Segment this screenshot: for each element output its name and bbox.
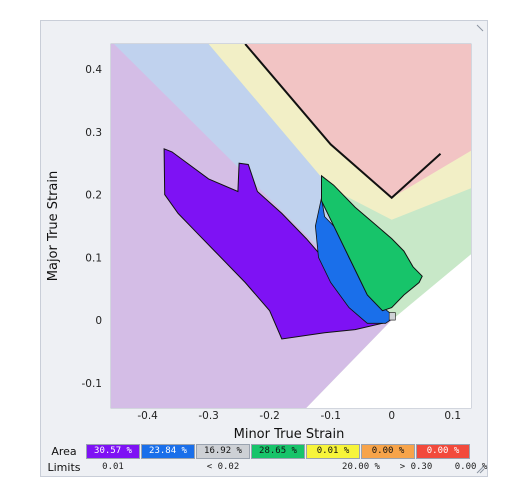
y-tick-label: 0: [95, 315, 102, 327]
limit-value: < 0.02: [206, 462, 240, 472]
area-cell: 0.00 %: [416, 444, 470, 459]
y-tick-label: 0.2: [85, 190, 102, 202]
y-tick-label: 0.1: [85, 252, 102, 264]
forming-limit-curve: [244, 44, 442, 200]
strain-point-clusters: [163, 148, 423, 340]
limit-value: > 0.30: [399, 462, 433, 472]
y-tick-label: 0.3: [85, 127, 102, 139]
limit-curves: [244, 44, 442, 200]
high-strain-cluster: [321, 174, 423, 312]
y-tick-label: 0.4: [85, 64, 102, 76]
x-tick-label: -0.1: [320, 410, 341, 422]
resize-grip-top-icon[interactable]: [475, 23, 485, 33]
x-axis-title: Minor True Strain: [234, 427, 345, 442]
x-tick-label: 0: [388, 410, 395, 422]
area-cell: 28.65 %: [251, 444, 305, 459]
legend-table: Area 30.57 % 23.84 % 16.92 % 28.65 % 0.0…: [44, 444, 488, 476]
area-row-label: Area: [51, 445, 77, 458]
chart-panel: -0.4 -0.3 -0.2 -0.1 0 0.1 -0.1 0 0.1 0.2 0.3 0.4 M…: [40, 20, 488, 477]
y-tick-label: -0.1: [82, 378, 103, 390]
resize-grip-icon[interactable]: [475, 464, 485, 474]
limits-row: Limits 0.01 < 0.02 20.00 % > 0.30 0.00 %: [44, 460, 488, 475]
x-tick-label: 0.1: [444, 410, 461, 422]
x-tick-label: -0.4: [137, 410, 158, 422]
y-tick-labels: -0.1 0 0.1 0.2 0.3 0.4: [82, 64, 103, 390]
x-tick-labels: -0.4 -0.3 -0.2 -0.1 0 0.1: [137, 410, 461, 422]
fld-chart: -0.4 -0.3 -0.2 -0.1 0 0.1 -0.1 0 0.1 0.2 0.3 0.4 M…: [46, 43, 472, 442]
y-axis-title: Major True Strain: [46, 171, 61, 281]
area-cell: 0.01 %: [306, 444, 360, 459]
x-tick-label: -0.2: [259, 410, 280, 422]
area-cell: 23.84 %: [141, 444, 195, 459]
limit-value: 0.01: [102, 462, 124, 472]
limit-value: 0.00 %: [454, 462, 488, 472]
x-tick-label: -0.3: [198, 410, 219, 422]
area-cell: 0.00 %: [361, 444, 415, 459]
neutral-cluster: [388, 312, 396, 321]
limit-value: 20.00 %: [342, 462, 380, 472]
area-cell: 16.92 %: [196, 444, 250, 459]
area-cell: 30.57 %: [86, 444, 140, 459]
limits-row-label: Limits: [47, 461, 81, 474]
area-row: Area 30.57 % 23.84 % 16.92 % 28.65 % 0.0…: [44, 444, 484, 459]
unstrained-region: [306, 254, 471, 408]
